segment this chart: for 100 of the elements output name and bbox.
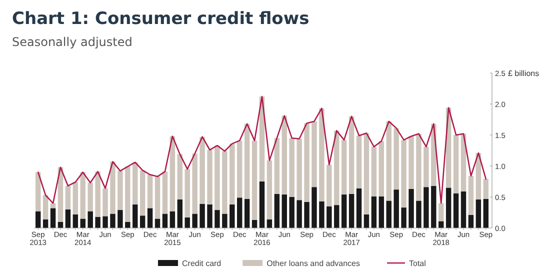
bar	[483, 179, 489, 199]
bar	[200, 204, 205, 228]
bar	[334, 205, 340, 228]
bar	[214, 210, 220, 228]
legend-label: Total	[409, 259, 426, 268]
bar	[230, 144, 235, 204]
bar	[312, 187, 317, 228]
bar	[88, 211, 93, 228]
bar	[170, 211, 176, 228]
bar	[102, 188, 108, 216]
bar	[326, 164, 332, 206]
bar	[72, 214, 78, 228]
bar	[453, 135, 459, 194]
bar	[184, 169, 190, 218]
bar	[312, 121, 317, 188]
bar	[72, 182, 78, 214]
bar	[446, 188, 452, 228]
bar	[207, 204, 212, 228]
bar	[282, 116, 287, 195]
bar	[102, 216, 108, 228]
bar	[438, 221, 444, 228]
bar	[154, 218, 160, 228]
bar	[296, 138, 302, 200]
bar	[304, 123, 310, 202]
bar	[371, 196, 377, 228]
bar	[110, 214, 116, 228]
bar	[394, 128, 399, 190]
bar	[378, 196, 384, 228]
bar	[282, 194, 287, 228]
bar	[386, 200, 392, 228]
bar	[118, 210, 123, 228]
bar	[453, 193, 459, 228]
bar	[65, 186, 71, 210]
legend-label: Credit card	[182, 259, 222, 268]
bar	[408, 136, 414, 189]
bar	[192, 214, 198, 228]
bar	[140, 216, 146, 228]
bar	[244, 124, 250, 199]
bar	[274, 138, 280, 194]
bar	[140, 170, 146, 216]
bar	[401, 140, 406, 208]
bar	[132, 162, 138, 204]
y-axis-title: £ billions	[508, 69, 540, 78]
bar	[132, 204, 138, 228]
bar	[80, 218, 86, 228]
bar	[147, 208, 153, 228]
bar	[319, 108, 324, 202]
bar	[371, 146, 377, 196]
bar	[184, 217, 190, 228]
bar	[341, 140, 347, 195]
bar	[394, 190, 399, 228]
bar	[304, 202, 310, 228]
chart-subtitle: Seasonally adjusted	[12, 35, 132, 49]
bar	[476, 199, 482, 228]
bar	[416, 200, 422, 228]
bar	[431, 186, 436, 228]
bar	[222, 214, 228, 228]
bar	[460, 191, 466, 228]
bar	[50, 203, 56, 208]
bar	[266, 160, 272, 220]
bar	[88, 182, 93, 212]
bar	[424, 187, 429, 228]
bar	[237, 140, 242, 198]
bar	[319, 201, 324, 228]
bar	[348, 194, 354, 228]
bar	[401, 208, 406, 228]
legend-label: Other loans and advances	[266, 259, 360, 268]
bar	[274, 194, 280, 228]
bar	[162, 172, 168, 214]
bar	[483, 198, 489, 228]
bar	[147, 174, 153, 208]
bar	[95, 216, 100, 228]
bar	[356, 188, 362, 228]
bar	[364, 133, 370, 214]
bar	[170, 136, 176, 212]
bar	[125, 166, 130, 222]
bar	[237, 198, 242, 228]
line-series	[37, 96, 487, 204]
bar	[438, 203, 444, 222]
bar	[334, 130, 340, 206]
bar	[364, 214, 370, 228]
bar	[289, 197, 294, 228]
chart-title: Chart 1: Consumer credit flows	[12, 9, 310, 29]
bar	[289, 138, 294, 197]
bar	[341, 194, 347, 228]
bar	[348, 116, 354, 194]
bar	[35, 211, 41, 228]
bar	[424, 146, 429, 188]
bar	[214, 146, 220, 210]
bar	[356, 136, 362, 188]
bar	[154, 176, 160, 219]
bar	[80, 172, 86, 219]
bar	[230, 204, 235, 228]
bar	[468, 176, 474, 215]
bar	[386, 121, 392, 201]
bar	[416, 134, 422, 201]
bar	[162, 214, 168, 228]
bar	[200, 136, 205, 204]
bar	[207, 150, 212, 204]
bar	[326, 206, 332, 228]
